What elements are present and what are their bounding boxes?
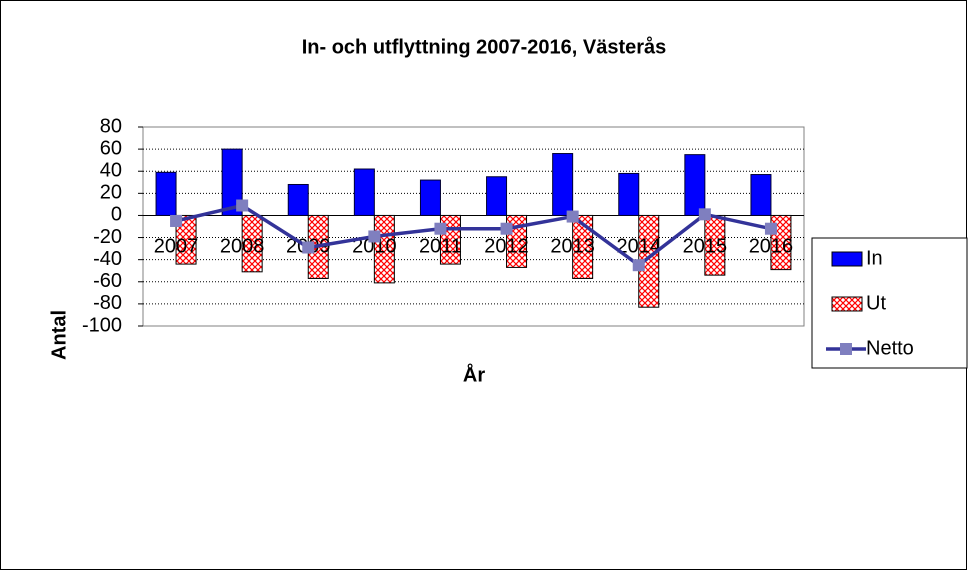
marker bbox=[170, 214, 183, 227]
bar bbox=[618, 172, 640, 216]
y-tick-label: -40 bbox=[93, 248, 122, 270]
bar bbox=[155, 171, 177, 216]
y-tick-label: 0 bbox=[111, 204, 122, 226]
y-tick-label: -100 bbox=[82, 314, 122, 336]
bar bbox=[287, 183, 309, 216]
marker bbox=[566, 210, 579, 223]
bar bbox=[750, 174, 772, 216]
x-tick-label: 2013 bbox=[550, 236, 595, 258]
bar bbox=[684, 154, 706, 216]
marker bbox=[632, 259, 645, 272]
y-tick-label: -80 bbox=[93, 292, 122, 314]
legend-marker bbox=[840, 343, 852, 355]
y-tick-label: -60 bbox=[93, 270, 122, 292]
y-tick-label: 80 bbox=[100, 115, 122, 137]
x-tick-label: 2016 bbox=[749, 236, 794, 258]
bar bbox=[486, 176, 508, 216]
bar bbox=[241, 214, 263, 273]
bar bbox=[175, 214, 197, 265]
marker bbox=[698, 208, 711, 221]
legend-swatch bbox=[831, 296, 863, 312]
legend-label: Netto bbox=[866, 337, 914, 359]
marker bbox=[368, 230, 381, 243]
bar bbox=[552, 153, 574, 216]
y-tick-label: 60 bbox=[100, 137, 122, 159]
y-tick-label: 20 bbox=[100, 182, 122, 204]
x-tick-label: 2007 bbox=[154, 236, 199, 258]
x-tick-label: 2008 bbox=[220, 236, 265, 258]
y-tick-label: -20 bbox=[93, 226, 122, 248]
line bbox=[175, 203, 772, 268]
x-axis-label: År bbox=[463, 362, 485, 386]
legend-swatch bbox=[831, 251, 863, 267]
marker bbox=[764, 222, 777, 235]
bar bbox=[572, 214, 594, 279]
x-tick-label: 2015 bbox=[683, 236, 728, 258]
marker bbox=[434, 222, 447, 235]
y-axis-label: Antal bbox=[48, 310, 70, 360]
chart-title: In- och utflyttning 2007-2016, Västerås bbox=[302, 35, 667, 58]
x-tick-label: 2012 bbox=[484, 236, 529, 258]
bar bbox=[419, 179, 441, 216]
x-tick-label: 2011 bbox=[419, 236, 462, 258]
x-tick-label: 2010 bbox=[352, 236, 397, 258]
legend-label: Ut bbox=[866, 292, 886, 314]
marker bbox=[302, 241, 315, 254]
bar bbox=[353, 168, 375, 216]
bar bbox=[221, 148, 243, 216]
legend-label: In bbox=[866, 247, 883, 269]
y-tick-label: 40 bbox=[100, 160, 122, 182]
marker bbox=[500, 222, 513, 235]
x-tick-label: 2014 bbox=[617, 236, 662, 258]
marker bbox=[236, 199, 249, 212]
